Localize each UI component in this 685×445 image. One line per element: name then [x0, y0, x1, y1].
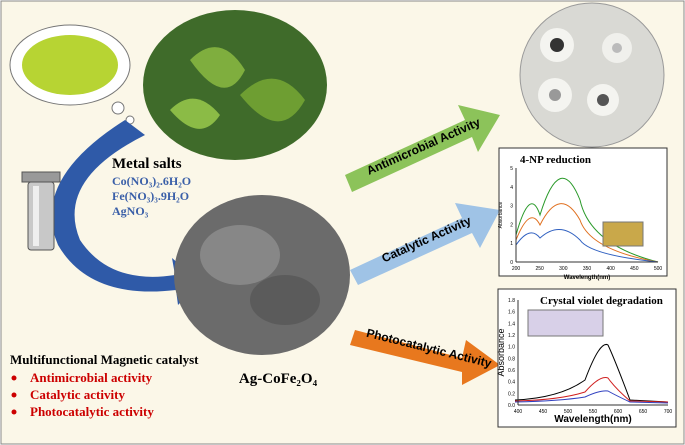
leaf-photo	[143, 10, 327, 160]
y-tick-label: 1.2	[508, 333, 515, 339]
x-tick-label: 650	[639, 409, 648, 415]
x-tick-label: 400	[606, 266, 615, 272]
summary-list: Antimicrobial activity Catalytic activit…	[11, 370, 154, 419]
plot-title: Crystal violet degradation	[540, 295, 663, 307]
curve	[514, 390, 669, 404]
x-tick-label: 450	[630, 266, 639, 272]
x-tick-label: 550	[589, 409, 598, 415]
inset-photo	[602, 221, 644, 247]
summary-item: Catalytic activity	[30, 387, 125, 402]
x-axis-label: Wavelength(nm)	[564, 275, 610, 281]
y-tick-label: 2	[510, 222, 513, 228]
y-tick-label: 1	[510, 241, 513, 247]
plot-4np-frame	[498, 147, 668, 277]
summary-title: Multifunctional Magnetic catalyst	[10, 352, 199, 367]
curve	[515, 229, 659, 263]
summary-item: Photocatalytic activity	[30, 404, 154, 419]
arrow-antimicrobial	[345, 105, 500, 192]
curved-arrow	[51, 120, 201, 305]
y-tick-label: 1.0	[508, 345, 515, 351]
curve	[515, 203, 659, 263]
y-tick-label: 0.0	[508, 403, 515, 409]
y-tick-label: 0.4	[508, 380, 515, 386]
x-tick-label: 450	[539, 409, 548, 415]
metal-salts-title: Metal salts	[112, 156, 182, 172]
x-tick-label: 200	[512, 266, 521, 272]
arrow-photocatalytic	[350, 330, 500, 385]
y-tick-label: 4	[510, 185, 513, 191]
summary-item: Antimicrobial activity	[30, 370, 153, 385]
y-tick-label: 0.6	[508, 368, 515, 374]
y-tick-label: 5	[510, 166, 513, 172]
curve	[514, 377, 669, 403]
salt: AgNO₃	[112, 204, 149, 218]
x-tick-label: 500	[564, 409, 573, 415]
curve	[514, 343, 669, 403]
x-tick-label: 500	[654, 266, 663, 272]
y-tick-label: 0.2	[508, 391, 515, 397]
plot-title: 4-NP reduction	[520, 154, 591, 166]
salt: Co(NO₃)₂.6H₂O	[112, 174, 191, 188]
x-tick-label: 600	[614, 409, 623, 415]
x-tick-label: 250	[535, 266, 544, 272]
x-tick-label: 700	[664, 409, 673, 415]
arrow-catalytic	[350, 203, 500, 285]
product-label: Ag-CoFe₂O₄	[239, 371, 318, 387]
sem-image	[174, 195, 350, 355]
y-axis-label: Absorbance	[496, 328, 506, 376]
x-tick-label: 400	[514, 409, 523, 415]
x-tick-label: 300	[559, 266, 568, 272]
y-tick-label: 3	[510, 204, 513, 210]
y-tick-label: 1.6	[508, 310, 515, 316]
y-tick-label: 1.8	[508, 298, 515, 304]
autoclave-icon	[21, 171, 61, 251]
x-tick-label: 350	[583, 266, 592, 272]
inset-photo	[527, 309, 604, 337]
x-axis-label: Wavelength(nm)	[554, 414, 631, 425]
petri-dish	[519, 2, 665, 148]
y-tick-label: 0	[510, 260, 513, 266]
salt: Fe(NO₃)₃.9H₂O	[112, 189, 189, 203]
cloud	[9, 24, 135, 125]
y-axis-label: Absorbance	[498, 201, 504, 228]
y-tick-label: 0.8	[508, 356, 515, 362]
y-tick-label: 1.4	[508, 321, 515, 327]
